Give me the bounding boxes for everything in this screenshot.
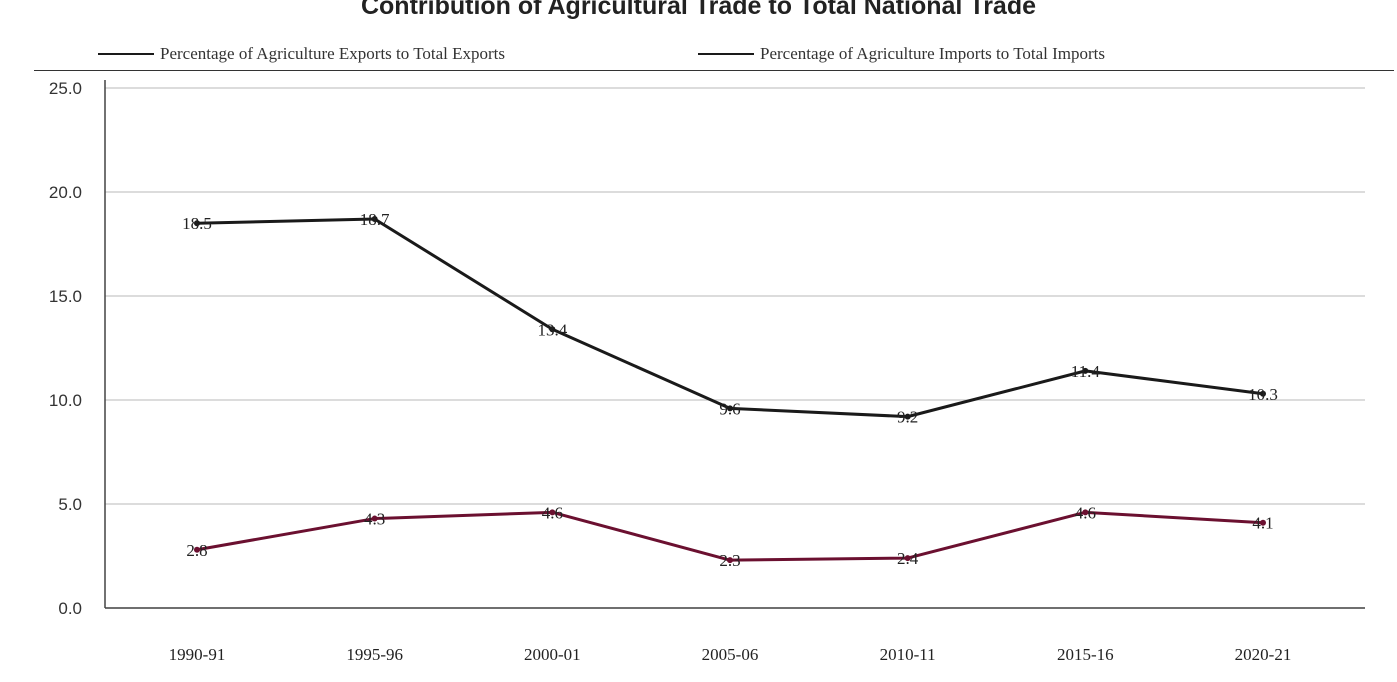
chart-title: Contribution of Agricultural Trade to To… [360,0,1036,20]
data-point [371,216,378,223]
x-tick-label: 1990-91 [169,645,226,664]
data-point [727,405,733,412]
data-point [549,326,556,333]
data-point [371,515,378,522]
data-point [1260,519,1266,526]
data-point [727,557,733,564]
x-tick-label: 2000-01 [524,645,581,664]
data-label: 4.6 [1075,503,1096,522]
data-label: 2.8 [186,541,207,560]
data-point [194,546,200,553]
data-label: 4.1 [1252,514,1273,533]
legend: Percentage of Agriculture Exports to Tot… [98,44,1318,84]
x-tick-label: 2010-11 [880,645,936,664]
data-point [1260,390,1266,397]
legend-label-imports: Percentage of Agriculture Imports to Tot… [760,44,1106,63]
data-label: 4.3 [364,510,385,529]
data-label: 11.4 [1071,362,1101,381]
x-tick-label: 2020-21 [1235,645,1292,664]
data-label: 18.7 [360,210,390,229]
y-tick-label: 20.0 [49,183,82,202]
chart-frame-top [34,70,1394,72]
data-label: 13.4 [537,320,567,339]
legend-label-exports: Percentage of Agriculture Exports to Tot… [160,44,506,63]
legend-swatch-exports [98,53,154,55]
data-point [904,413,911,420]
data-label: 2.3 [719,551,740,570]
series-line [196,217,1264,419]
legend-item-exports: Percentage of Agriculture Exports to Tot… [98,44,505,64]
data-label: 2.4 [897,549,919,568]
data-point [194,220,200,227]
data-point [904,555,911,562]
y-tick-label: 0.0 [58,599,82,618]
data-point [1082,509,1089,516]
data-label: 9.2 [897,408,918,427]
x-tick-label: 2015-16 [1057,645,1114,664]
data-label: 10.3 [1248,385,1278,404]
data-point [1082,367,1089,374]
data-point [549,509,556,516]
x-tick-label: 1995-96 [346,645,403,664]
y-tick-label: 25.0 [49,79,82,98]
legend-item-imports: Percentage of Agriculture Imports to Tot… [698,44,1105,64]
y-tick-label: 5.0 [58,495,82,514]
data-label: 4.6 [542,503,563,522]
y-tick-label: 15.0 [49,287,82,306]
x-tick-label: 2005-06 [702,645,759,664]
data-label: 18.5 [182,214,212,233]
y-tick-label: 10.0 [49,391,82,410]
data-label: 9.6 [719,399,740,418]
legend-swatch-imports [698,53,754,55]
